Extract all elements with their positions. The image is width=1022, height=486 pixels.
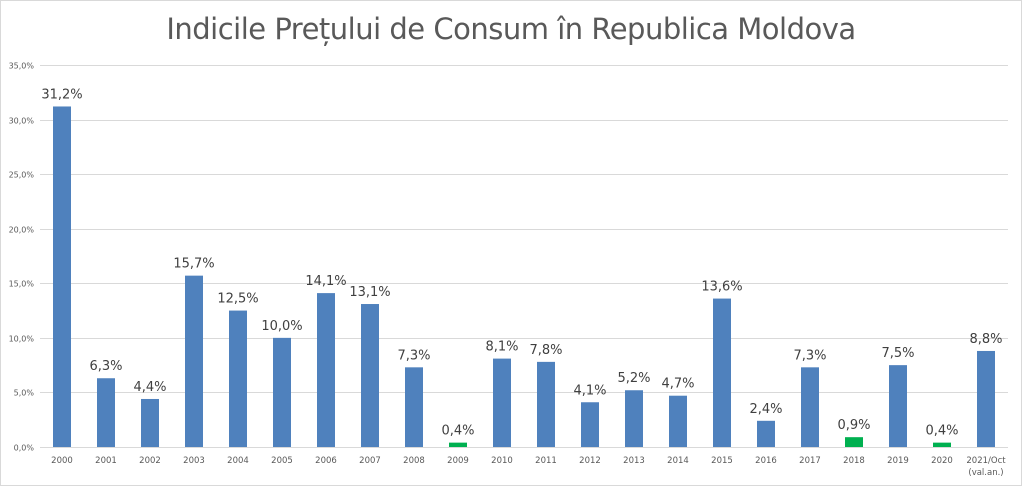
bar — [449, 442, 467, 447]
chart-title: Indicile Prețului de Consum în Republica… — [166, 12, 856, 46]
data-label: 8,8% — [969, 332, 1002, 347]
data-label: 0,4% — [925, 424, 958, 439]
y-tick-label: 35,0% — [9, 62, 35, 71]
x-tick-label: 2017 — [799, 456, 821, 466]
y-tick-label: 5,0% — [14, 389, 35, 398]
data-label: 4,4% — [133, 380, 166, 395]
bar — [317, 293, 335, 447]
bar — [713, 298, 731, 447]
y-tick-label: 15,0% — [9, 280, 35, 289]
y-tick-label: 25,0% — [9, 171, 35, 180]
bar — [537, 361, 555, 447]
x-tick-label: 2021/Oct — [966, 456, 1006, 466]
bar — [53, 106, 71, 447]
data-label: 31,2% — [41, 87, 82, 102]
data-label: 0,9% — [837, 418, 870, 433]
data-label: 10,0% — [261, 319, 302, 334]
data-label: 7,3% — [793, 348, 826, 363]
x-tick-label: 2011 — [535, 456, 557, 466]
x-tick-label: 2000 — [51, 456, 73, 466]
bar — [625, 390, 643, 447]
data-label: 14,1% — [305, 274, 346, 289]
data-label: 15,7% — [173, 257, 214, 272]
x-tick-label: (val.an.) — [968, 468, 1003, 478]
bar — [757, 420, 775, 447]
x-tick-label: 2001 — [95, 456, 117, 466]
x-tick-label: 2018 — [843, 456, 865, 466]
bar — [581, 402, 599, 447]
data-label: 7,8% — [529, 343, 562, 358]
x-tick-label: 2016 — [755, 456, 777, 466]
x-tick-label: 2009 — [447, 456, 469, 466]
data-label: 6,3% — [89, 359, 122, 374]
bar — [97, 378, 115, 447]
data-label: 12,5% — [217, 292, 258, 307]
y-tick-label: 20,0% — [9, 226, 35, 235]
x-tick-label: 2015 — [711, 456, 733, 466]
bar — [141, 398, 159, 447]
bar — [185, 275, 203, 447]
data-label: 0,4% — [441, 424, 474, 439]
data-label: 2,4% — [749, 402, 782, 417]
data-label: 7,5% — [881, 346, 914, 361]
x-tick-label: 2002 — [139, 456, 161, 466]
bar — [669, 395, 687, 447]
data-label: 13,6% — [701, 280, 742, 295]
x-tick-label: 2006 — [315, 456, 337, 466]
data-label: 4,7% — [661, 377, 694, 392]
bar — [845, 437, 863, 447]
y-tick-label: 0,0% — [14, 444, 35, 453]
x-tick-label: 2019 — [887, 456, 909, 466]
bar — [889, 365, 907, 447]
x-tick-label: 2004 — [227, 456, 249, 466]
data-label: 5,2% — [617, 371, 650, 386]
x-tick-label: 2012 — [579, 456, 601, 466]
data-label: 7,3% — [397, 348, 430, 363]
x-tick-label: 2013 — [623, 456, 645, 466]
bar — [933, 442, 951, 447]
x-tick-label: 2003 — [183, 456, 205, 466]
data-label: 4,1% — [573, 383, 606, 398]
bar — [977, 350, 995, 447]
bar — [361, 304, 379, 447]
x-tick-label: 2007 — [359, 456, 381, 466]
bar — [273, 337, 291, 447]
bar — [229, 310, 247, 447]
bar — [405, 367, 423, 447]
y-tick-label: 30,0% — [9, 117, 35, 126]
data-label: 8,1% — [485, 340, 518, 355]
y-tick-label: 10,0% — [9, 335, 35, 344]
bar — [493, 358, 511, 447]
x-tick-label: 2008 — [403, 456, 425, 466]
x-tick-label: 2020 — [931, 456, 953, 466]
x-tick-label: 2005 — [271, 456, 293, 466]
bar — [801, 367, 819, 447]
data-label: 13,1% — [349, 285, 390, 300]
x-tick-label: 2010 — [491, 456, 513, 466]
x-tick-label: 2014 — [667, 456, 689, 466]
